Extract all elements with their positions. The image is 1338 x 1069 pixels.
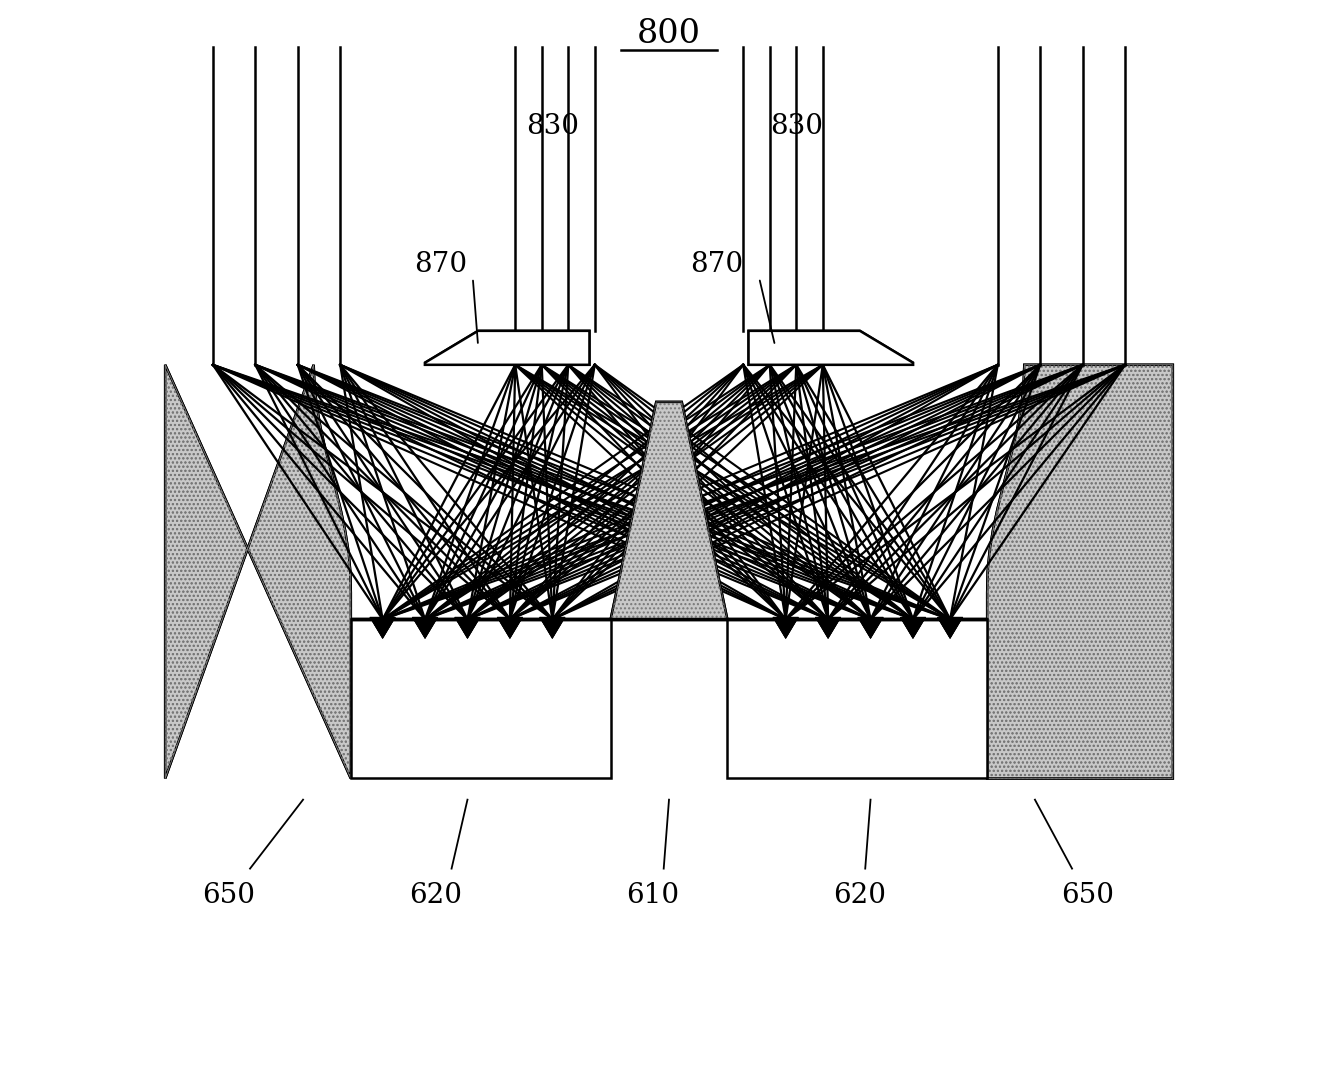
Polygon shape	[748, 330, 913, 365]
Polygon shape	[987, 365, 1173, 778]
Polygon shape	[815, 617, 840, 638]
Polygon shape	[455, 617, 480, 638]
Text: 830: 830	[526, 112, 579, 140]
Polygon shape	[455, 617, 480, 638]
Polygon shape	[815, 617, 840, 638]
Polygon shape	[938, 617, 963, 638]
Bar	[728, 619, 987, 778]
Polygon shape	[498, 617, 523, 638]
Text: 620: 620	[409, 882, 462, 909]
Polygon shape	[938, 617, 963, 638]
Polygon shape	[900, 617, 926, 638]
Polygon shape	[412, 617, 438, 638]
Text: 800: 800	[637, 18, 701, 50]
Text: 870: 870	[690, 250, 744, 278]
Polygon shape	[165, 365, 351, 778]
Polygon shape	[412, 617, 438, 638]
Polygon shape	[900, 617, 926, 638]
Polygon shape	[539, 617, 565, 638]
Polygon shape	[858, 617, 883, 638]
Text: 870: 870	[415, 250, 467, 278]
Polygon shape	[748, 330, 913, 365]
Polygon shape	[610, 402, 728, 619]
Polygon shape	[165, 365, 351, 778]
Polygon shape	[858, 617, 883, 638]
Polygon shape	[987, 365, 1173, 778]
Polygon shape	[425, 330, 590, 365]
Text: 650: 650	[1061, 882, 1115, 909]
Polygon shape	[369, 617, 395, 638]
Polygon shape	[773, 617, 799, 638]
Text: 610: 610	[626, 882, 680, 909]
Polygon shape	[425, 330, 590, 365]
Polygon shape	[773, 617, 799, 638]
Polygon shape	[539, 617, 565, 638]
Polygon shape	[498, 617, 523, 638]
Polygon shape	[369, 617, 395, 638]
Text: 650: 650	[202, 882, 256, 909]
Bar	[351, 619, 610, 778]
Text: 620: 620	[834, 882, 886, 909]
Text: 830: 830	[769, 112, 823, 140]
Polygon shape	[610, 402, 728, 619]
